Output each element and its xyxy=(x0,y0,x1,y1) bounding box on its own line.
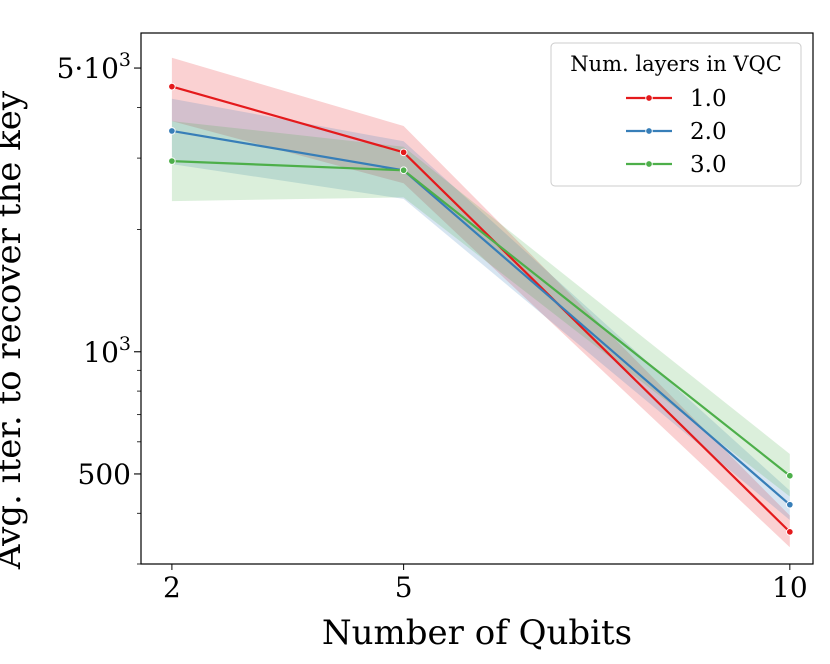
data-point-2.0-2 xyxy=(168,127,176,135)
plot-frame xyxy=(140,32,814,565)
legend-box xyxy=(550,42,802,187)
data-point-2.0-10 xyxy=(786,500,794,509)
ci-band-1.0 xyxy=(171,57,790,548)
y-tick-label: 500 xyxy=(78,458,131,491)
y-axis-ticks: 500 103 5·103 xyxy=(57,49,141,565)
x-axis-label: Number of Qubits xyxy=(322,613,632,653)
legend-label-3.0: 3.0 xyxy=(690,152,727,178)
y-axis-label: Avg. iter. to recover the key xyxy=(0,90,29,570)
data-point-3.0-2 xyxy=(168,157,176,165)
data-point-1.0-5 xyxy=(399,148,408,157)
y-tick-label: 103 xyxy=(83,333,131,369)
x-tick-label: 10 xyxy=(772,571,808,604)
legend-items: 1.0 2.0 3.0 xyxy=(626,86,727,178)
x-tick-label: 2 xyxy=(163,571,181,604)
legend: Num. layers in VQC 1.0 2.0 3.0 xyxy=(550,42,802,187)
data-point-3.0-10 xyxy=(786,471,794,480)
series-markers xyxy=(168,82,794,536)
data-point-3.0-5 xyxy=(399,166,408,175)
legend-marker-2.0 xyxy=(645,127,653,135)
ci-band-3.0 xyxy=(171,121,790,497)
x-tick-label: 5 xyxy=(395,571,413,604)
legend-title: Num. layers in VQC xyxy=(570,52,782,76)
legend-marker-1.0 xyxy=(645,94,653,102)
data-point-1.0-2 xyxy=(168,82,176,91)
legend-marker-3.0 xyxy=(645,160,653,168)
legend-label-2.0: 2.0 xyxy=(690,119,727,145)
y-tick-label: 5·103 xyxy=(57,49,131,85)
data-point-1.0-10 xyxy=(786,528,794,536)
legend-label-1.0: 1.0 xyxy=(690,86,727,112)
x-axis-ticks: 2 5 10 xyxy=(163,564,808,604)
